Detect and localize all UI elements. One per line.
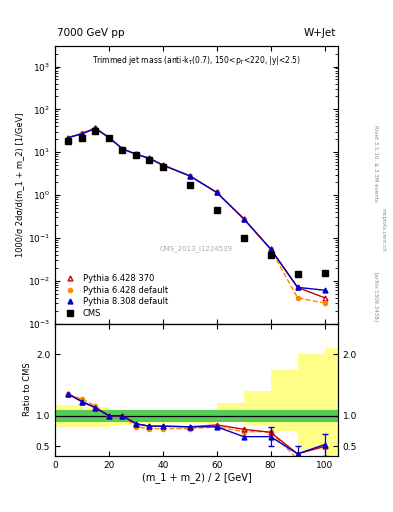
Text: [arXiv:1306.3438]: [arXiv:1306.3438] [373, 272, 378, 322]
Pythia 8.308 default [160, 162, 165, 168]
Pythia 6.428 370 [120, 146, 125, 152]
Bar [298, 354, 325, 450]
Pythia 6.428 default [187, 173, 192, 179]
CMS [120, 147, 125, 154]
Bar [109, 410, 136, 425]
Pythia 8.308 default [134, 151, 138, 157]
Pythia 6.428 default [241, 216, 246, 222]
CMS [214, 207, 219, 214]
Pythia 8.308 default [107, 135, 111, 141]
Line: CMS: CMS [66, 128, 327, 277]
Pythia 6.428 default [120, 146, 125, 152]
Pythia 6.428 370 [295, 284, 300, 290]
Text: Trimmed jet mass (anti-k$_\mathregular{T}$(0.7), 150<p$_\mathregular{T}$<220, |y: Trimmed jet mass (anti-k$_\mathregular{T… [92, 54, 301, 68]
Bar [82, 410, 109, 422]
Pythia 6.428 default [107, 135, 111, 141]
Pythia 6.428 default [134, 151, 138, 157]
Y-axis label: Ratio to CMS: Ratio to CMS [23, 363, 31, 416]
X-axis label: (m_1 + m_2) / 2 [GeV]: (m_1 + m_2) / 2 [GeV] [141, 472, 252, 483]
Pythia 6.428 370 [134, 151, 138, 157]
Pythia 6.428 370 [107, 135, 111, 141]
Pythia 6.428 default [147, 155, 152, 161]
CMS [107, 135, 111, 141]
Pythia 6.428 default [93, 125, 98, 131]
Pythia 6.428 default [268, 246, 273, 252]
Pythia 8.308 default [295, 284, 300, 290]
Bar [82, 407, 109, 427]
CMS [322, 270, 327, 276]
Bar [109, 410, 136, 422]
Bar [136, 410, 163, 423]
CMS [187, 182, 192, 188]
Pythia 6.428 370 [268, 246, 273, 252]
Bar [190, 410, 217, 422]
Text: Rivet 3.1.10, ≥ 3.3M events: Rivet 3.1.10, ≥ 3.3M events [373, 125, 378, 202]
Pythia 6.428 default [160, 162, 165, 168]
Line: Pythia 6.428 370: Pythia 6.428 370 [66, 126, 327, 300]
CMS [268, 252, 273, 258]
Bar [55, 410, 82, 422]
Bar [55, 404, 82, 427]
Bar [244, 410, 271, 422]
Pythia 6.428 default [322, 300, 327, 306]
Pythia 6.428 370 [80, 131, 84, 137]
Pythia 6.428 default [214, 189, 219, 196]
Pythia 8.308 default [268, 246, 273, 252]
Pythia 6.428 370 [147, 155, 152, 161]
Pythia 6.428 370 [214, 189, 219, 196]
CMS [134, 152, 138, 158]
CMS [160, 164, 165, 170]
CMS [295, 271, 300, 278]
Bar [136, 410, 163, 422]
Pythia 6.428 370 [66, 135, 71, 141]
Bar [244, 391, 271, 425]
Bar [163, 410, 190, 422]
Pythia 8.308 default [322, 287, 327, 293]
Text: mcplots.cern.ch: mcplots.cern.ch [381, 208, 386, 252]
Pythia 6.428 default [295, 295, 300, 301]
Pythia 8.308 default [187, 173, 192, 179]
Pythia 8.308 default [120, 146, 125, 152]
Pythia 6.428 default [80, 130, 84, 136]
Pythia 6.428 370 [241, 216, 246, 222]
Pythia 6.428 370 [93, 125, 98, 132]
Bar [217, 403, 244, 422]
Pythia 8.308 default [241, 216, 246, 222]
Text: 7000 GeV pp: 7000 GeV pp [57, 28, 125, 38]
CMS [66, 138, 71, 144]
CMS [93, 127, 98, 134]
Pythia 6.428 370 [160, 162, 165, 168]
Legend: Pythia 6.428 370, Pythia 6.428 default, Pythia 8.308 default, CMS: Pythia 6.428 370, Pythia 6.428 default, … [59, 272, 169, 319]
Text: W+Jet: W+Jet [304, 28, 336, 38]
Text: CMS_2013_I1224539: CMS_2013_I1224539 [160, 245, 233, 252]
Pythia 6.428 370 [187, 173, 192, 179]
Y-axis label: 1000/σ 2dσ/d(m_1 + m_2) [1/GeV]: 1000/σ 2dσ/d(m_1 + m_2) [1/GeV] [15, 113, 24, 257]
Pythia 8.308 default [66, 135, 71, 141]
Bar [325, 410, 338, 422]
Bar [271, 370, 298, 431]
Bar [325, 348, 338, 456]
Line: Pythia 6.428 default: Pythia 6.428 default [66, 126, 327, 305]
Bar [163, 410, 190, 423]
CMS [80, 135, 84, 141]
Bar [298, 410, 325, 422]
Pythia 8.308 default [214, 189, 219, 196]
Line: Pythia 8.308 default: Pythia 8.308 default [66, 126, 327, 293]
Pythia 6.428 370 [322, 295, 327, 301]
Bar [190, 410, 217, 423]
Pythia 6.428 default [66, 135, 71, 141]
Pythia 8.308 default [80, 131, 84, 137]
Pythia 8.308 default [93, 125, 98, 132]
Pythia 8.308 default [147, 155, 152, 161]
Bar [217, 410, 244, 422]
Bar [271, 410, 298, 422]
CMS [147, 157, 152, 163]
CMS [241, 235, 246, 241]
